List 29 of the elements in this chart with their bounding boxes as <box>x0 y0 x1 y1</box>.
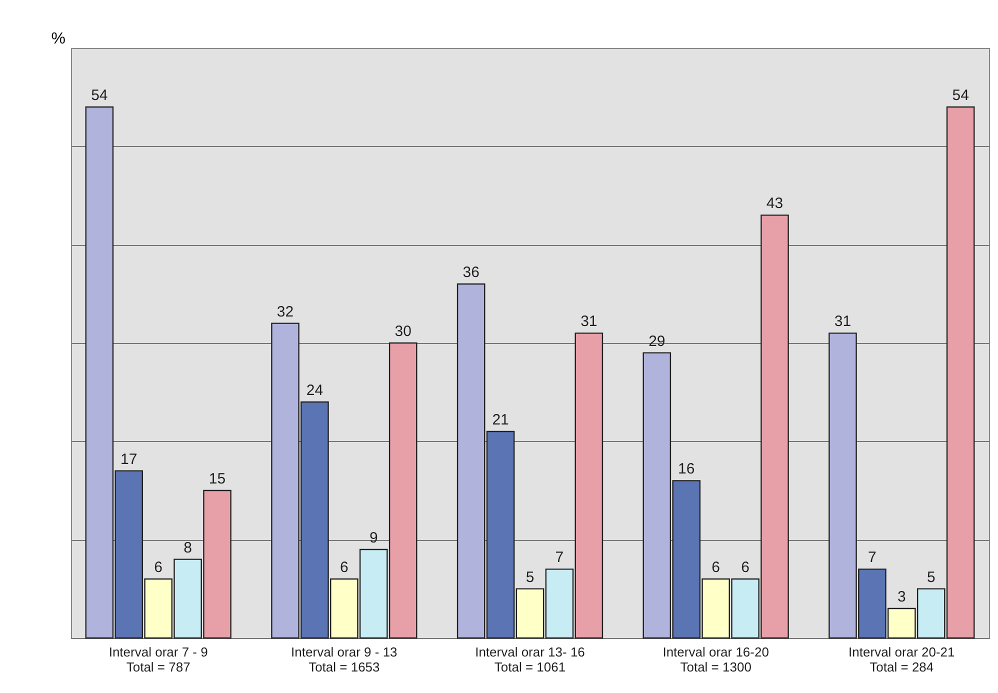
data-label: 31 <box>580 313 598 330</box>
data-label: 31 <box>834 313 852 330</box>
x-tick-label: Interval orar 20-21 Total = 284 <box>848 644 955 674</box>
y-axis-title: % <box>51 30 66 48</box>
data-label: 6 <box>712 559 720 576</box>
data-label: 32 <box>276 303 294 320</box>
x-tick-label: Interval orar 9 - 13 Total = 1653 <box>291 644 398 674</box>
data-label: 6 <box>741 559 750 576</box>
data-label: 30 <box>394 323 412 340</box>
data-label: 15 <box>208 470 226 488</box>
data-label: 6 <box>340 559 348 576</box>
x-tick-label: Interval orar 16-20 Total = 1300 <box>662 644 769 674</box>
data-label: 17 <box>120 450 138 468</box>
data-label: 7 <box>555 549 564 566</box>
data-label: 3 <box>897 588 906 606</box>
data-label: 7 <box>868 549 876 566</box>
data-label: 24 <box>306 382 324 399</box>
data-label: 5 <box>926 568 936 586</box>
data-label: 6 <box>154 559 163 576</box>
x-tick-label: Interval orar 13- 16 Total = 1061 <box>475 644 585 674</box>
x-tick-label: Interval orar 7 - 9 Total = 787 <box>108 644 208 674</box>
data-label: 54 <box>91 87 108 104</box>
data-label: 21 <box>492 412 509 428</box>
data-label: 36 <box>462 264 480 281</box>
data-label: 8 <box>184 539 192 556</box>
data-label: 5 <box>526 568 534 586</box>
data-label: 16 <box>678 460 695 478</box>
data-label: 43 <box>766 195 784 212</box>
data-label: 54 <box>952 87 969 104</box>
